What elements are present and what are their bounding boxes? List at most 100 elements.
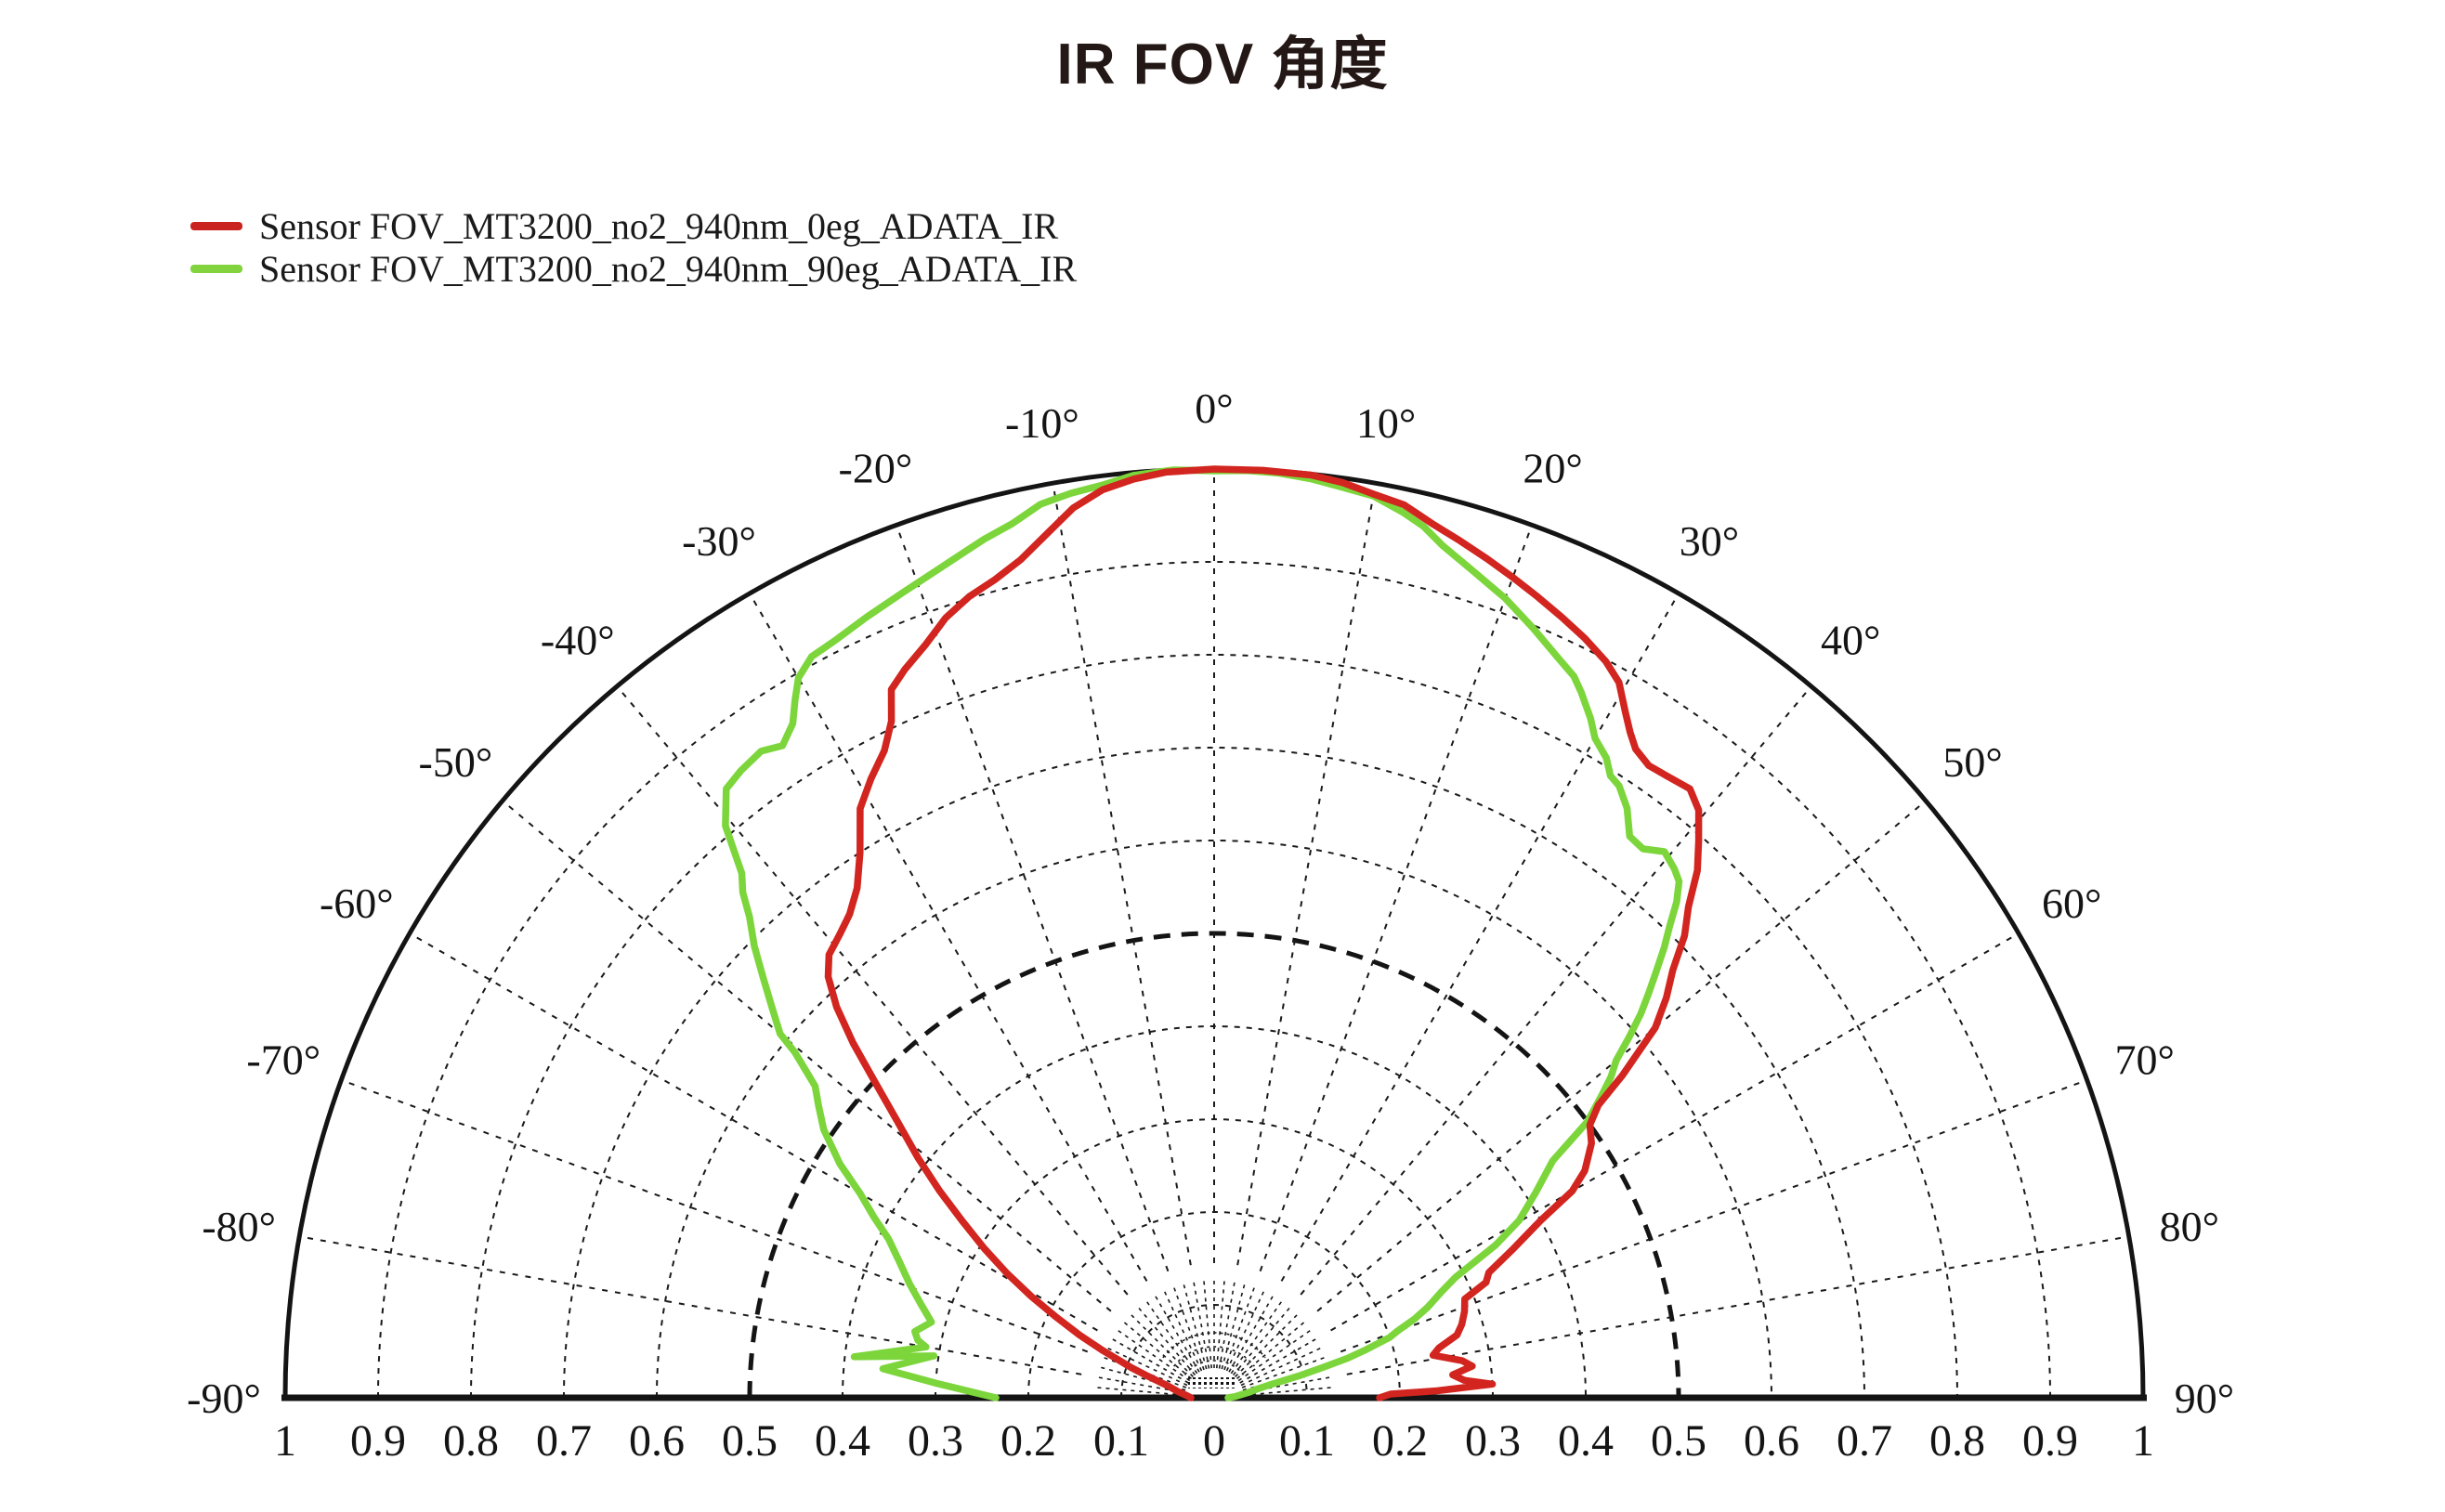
grid-spoke [1280,593,1680,1282]
grid-spoke [1330,932,2020,1332]
legend-swatch-red-icon [190,221,242,230]
radial-tick-label: 0.1 [1093,1416,1149,1466]
angle-tick-label: 0° [1195,385,1233,432]
center-fan-spoke [1240,1346,1325,1387]
radial-tick-label: 0.7 [1837,1416,1892,1466]
angle-tick-label: 90° [2175,1375,2234,1422]
grid-spoke [896,524,1170,1272]
radial-tick-label: 0.3 [908,1416,963,1466]
center-fan-spoke [1171,1284,1205,1371]
grid-spoke [1236,483,1377,1266]
center-fan-spoke [1094,1375,1185,1394]
radial-tick-label: 0.7 [536,1416,592,1466]
center-fan-spoke [1115,1327,1191,1382]
center-fan-spoke [1235,1311,1301,1377]
radial-tick-label: 1 [2132,1416,2154,1466]
angle-tick-label: 60° [2042,880,2101,927]
center-fan-spoke [1218,1278,1236,1369]
grid-spoke [749,593,1148,1282]
center-fan-spoke [1225,1287,1266,1372]
center-fan-spoke [1215,1277,1226,1369]
grid-circle [563,747,1865,1399]
center-fan-spoke [1243,1375,1334,1394]
center-fan-spoke [1241,1355,1328,1388]
center-fan-spoke [1182,1281,1208,1370]
angle-tick-label: 50° [1942,738,2002,786]
angle-tick-label: -30° [682,517,756,565]
angle-tick-label: -20° [839,444,913,491]
center-fan-spoke [1230,1298,1285,1375]
radial-tick-label: 0.2 [1372,1416,1428,1466]
legend-swatch-green-icon [190,264,242,273]
grid-spoke [616,685,1129,1296]
legend-label-green: Sensor FOV_MT3200_no2_940nm_90eg_ADATA_I… [259,248,1078,290]
angle-tick-label: -70° [246,1036,320,1083]
grid-spoke [1052,483,1192,1266]
center-mini-arc [1173,1346,1255,1367]
center-fan-spoke [1093,1386,1185,1397]
center-fan-spoke [1239,1336,1319,1384]
grid-spoke [1340,1079,2088,1353]
center-fan-spoke [1221,1281,1247,1370]
center-fan-spoke [1104,1346,1188,1387]
angle-tick-label: 10° [1356,399,1416,447]
center-fan-spoke [1236,1319,1308,1380]
grid-circle [1120,1304,1308,1399]
center-fan-spoke [1232,1304,1293,1376]
radial-tick-label: 0.5 [722,1416,778,1466]
angle-tick-label: -40° [541,616,615,663]
legend-item-red: Sensor FOV_MT3200_no2_940nm_0eg_ADATA_IR [190,204,1077,247]
page-title: IR FOV 角度 [1056,33,1389,97]
radial-tick-label: 0.6 [1744,1416,1799,1466]
grid-spoke [299,1235,1082,1375]
grid-spoke [1316,800,1927,1312]
angle-tick-label: -90° [187,1375,261,1422]
grid-spoke [409,932,1098,1332]
radial-tick-label: 0.9 [2022,1416,2078,1466]
legend-label-red: Sensor FOV_MT3200_no2_940nm_0eg_ADATA_IR [259,205,1059,247]
angle-tick-label: 30° [1680,517,1739,565]
radial-tick-label: 0.4 [815,1416,870,1466]
grid-spoke [502,800,1112,1312]
radial-tick-label: 0.6 [629,1416,685,1466]
center-fan-spoke [1202,1277,1213,1369]
chart-legend: Sensor FOV_MT3200_no2_940nm_0eg_ADATA_IR… [190,204,1077,290]
center-fan-spoke [1120,1319,1193,1380]
center-fan-spoke [1097,1365,1186,1391]
center-fan-spoke [1228,1293,1275,1373]
angle-tick-label: 20° [1523,444,1582,491]
center-fan-spoke [1243,1386,1335,1397]
center-fan-spoke [1192,1278,1210,1369]
grid-spoke [1259,524,1533,1272]
angle-tick-label: -10° [1005,399,1079,447]
center-fan-spoke [1128,1311,1194,1377]
series-curve-green [722,466,1683,1401]
grid-spoke [1300,685,1812,1296]
radial-tick-label: 0.5 [1651,1416,1706,1466]
angle-tick-label: -80° [202,1203,276,1250]
center-fan-spoke [1135,1304,1196,1376]
center-fan-spoke [1162,1287,1203,1372]
radial-tick-label: 0.2 [1000,1416,1056,1466]
series-curve-red [824,465,1703,1401]
radial-tick-label: 0 [1203,1416,1225,1466]
angle-tick-label: -60° [320,880,394,927]
center-fan-spoke [1109,1336,1189,1384]
grid-circle [656,840,1772,1399]
angle-tick-label: 80° [2160,1203,2219,1250]
center-mini-arc [1183,1360,1245,1375]
angle-tick-label: 40° [1821,616,1880,663]
angle-tick-label: -50° [419,738,493,786]
center-fan-spoke [1223,1284,1257,1371]
radial-tick-label: 0.1 [1279,1416,1335,1466]
radial-tick-label: 0.4 [1558,1416,1614,1466]
radial-tick-label: 0.9 [350,1416,406,1466]
center-mini-arc [1162,1332,1266,1359]
legend-item-green: Sensor FOV_MT3200_no2_940nm_90eg_ADATA_I… [190,247,1077,290]
angle-tick-label: 70° [2115,1036,2175,1083]
radial-tick-label: 1 [274,1416,296,1466]
center-fan-spoke [1153,1293,1200,1373]
grid-spoke [340,1079,1089,1353]
center-marker-blob [1188,1377,1236,1388]
